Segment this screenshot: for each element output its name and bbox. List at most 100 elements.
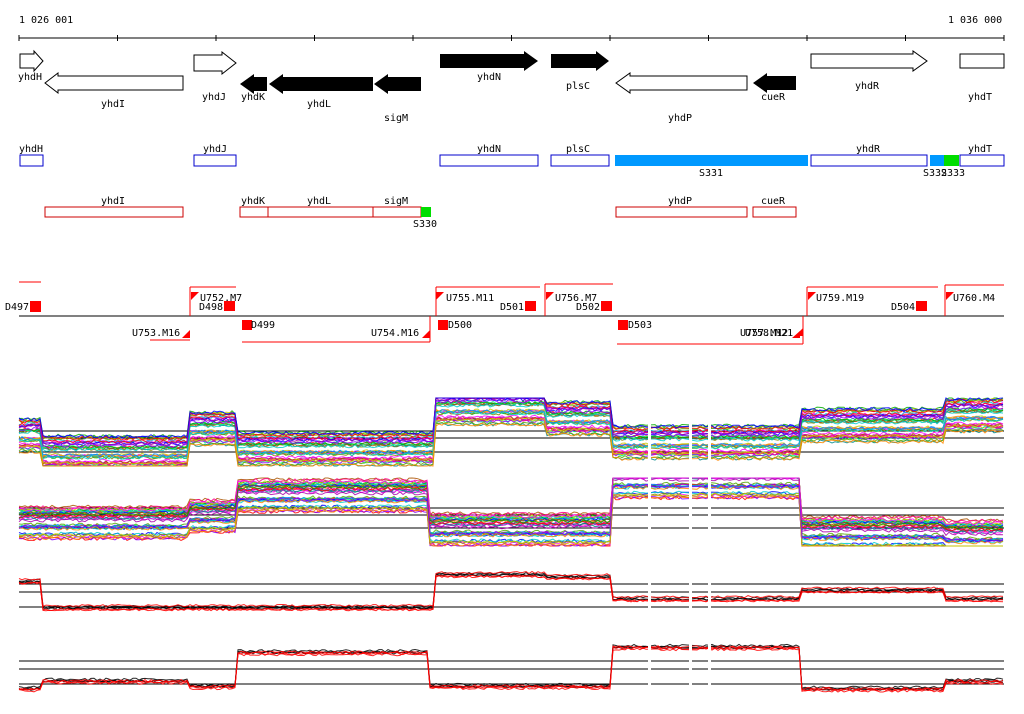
minus-label-yhdL: yhdL — [307, 196, 331, 207]
minus-feature-yhdI[interactable]: yhdI — [44, 196, 184, 218]
plus-feature-yhdT[interactable]: yhdT — [959, 144, 1005, 167]
gene-yhdJ[interactable]: yhdJ — [193, 50, 237, 103]
gene-yhdN[interactable]: yhdN — [440, 51, 538, 83]
minus-label-yhdP: yhdP — [668, 196, 692, 207]
minus-feature-yhdL[interactable]: yhdL — [267, 196, 374, 218]
plus-feature-yhdH[interactable]: yhdH — [19, 144, 44, 167]
marker-D502[interactable]: D502 — [576, 301, 612, 313]
gene-label-yhdH: yhdH — [18, 72, 42, 83]
marker-U759-M19[interactable]: U759.M19 — [808, 292, 864, 304]
minus-feature-sigM[interactable]: sigM — [372, 196, 422, 218]
gene-yhdK[interactable]: yhdK — [240, 74, 267, 103]
gene-track: yhdH yhdI yhdJ yhdK yhdL sigM yhdN plsC — [18, 49, 1005, 124]
marker-label-U756-M7: U756.M7 — [555, 293, 597, 304]
marker-label-D500: D500 — [448, 320, 472, 331]
marker-label-D502: D502 — [576, 302, 600, 313]
plus-strand-track: yhdH yhdJ yhdN plsC S331 yhdR S332 S333 — [19, 144, 1005, 179]
marker-D504[interactable]: D504 — [891, 301, 927, 313]
plus-feature-plsC[interactable]: plsC — [550, 144, 610, 167]
gene-yhdH[interactable]: yhdH — [18, 49, 44, 83]
marker-U758-M21[interactable]: U758.M21 — [745, 328, 800, 339]
minus-feature-yhdP[interactable]: yhdP — [615, 196, 748, 218]
plus-label-S333: S333 — [941, 168, 965, 179]
gene-label-yhdP: yhdP — [668, 113, 692, 124]
gene-label-cueR: cueR — [761, 92, 786, 103]
marker-label-U752-M7: U752.M7 — [200, 293, 242, 304]
minus-strand-track: yhdI yhdK yhdL sigM S330 yhdP cueR — [44, 196, 797, 230]
marker-U753-M16[interactable]: U753.M16 — [132, 328, 190, 339]
coordinate-ruler: 1 026 001 1 036 000 — [18, 15, 1005, 41]
gene-label-yhdN: yhdN — [477, 72, 501, 83]
expression-panel-3 — [18, 568, 1004, 616]
marker-D501[interactable]: D501 — [500, 301, 536, 313]
marker-label-D503: D503 — [628, 320, 652, 331]
gene-label-yhdJ: yhdJ — [202, 92, 226, 103]
plus-label-yhdH: yhdH — [19, 144, 43, 155]
expression-panel-2 — [18, 476, 1004, 548]
gene-label-yhdL: yhdL — [307, 99, 331, 110]
minus-label-sigM: sigM — [384, 196, 408, 207]
gene-label-yhdR: yhdR — [855, 81, 880, 92]
gene-plsC[interactable]: plsC — [551, 51, 609, 92]
minus-label-yhdI: yhdI — [101, 196, 125, 207]
gene-sigM[interactable]: sigM — [374, 74, 421, 124]
marker-label-U754-M16: U754.M16 — [371, 328, 419, 339]
plus-feature-yhdJ[interactable]: yhdJ — [193, 144, 237, 167]
minus-feature-S330[interactable]: S330 — [413, 207, 437, 230]
marker-U756-M7[interactable]: U756.M7 — [546, 292, 597, 304]
marker-D499[interactable]: D499 — [242, 320, 275, 331]
marker-label-D504: D504 — [891, 302, 915, 313]
gene-yhdI[interactable]: yhdI — [44, 71, 184, 110]
marker-U755-M11[interactable]: U755.M11 — [436, 292, 494, 304]
gene-label-sigM: sigM — [384, 113, 408, 124]
marker-label-U755-M11: U755.M11 — [446, 293, 494, 304]
plus-label-yhdT: yhdT — [968, 144, 992, 155]
marker-label-U753-M16: U753.M16 — [132, 328, 180, 339]
plus-feature-yhdN[interactable]: yhdN — [439, 144, 539, 167]
marker-D498[interactable]: D498 — [199, 301, 235, 313]
marker-label-D499: D499 — [251, 320, 275, 331]
gene-yhdP[interactable]: yhdP — [615, 72, 748, 124]
gene-label-plsC: plsC — [566, 81, 590, 92]
plus-label-yhdJ: yhdJ — [203, 144, 227, 155]
marker-label-D497: D497 — [5, 302, 29, 313]
gene-label-yhdK: yhdK — [241, 92, 265, 103]
gene-yhdT[interactable]: yhdT — [959, 53, 1005, 103]
marker-label-U760-M4: U760.M4 — [953, 293, 995, 304]
ruler-start-label: 1 026 001 — [19, 15, 73, 26]
minus-feature-cueR[interactable]: cueR — [752, 196, 797, 218]
plus-feature-S333[interactable]: S333 — [941, 155, 965, 179]
marker-D500[interactable]: D500 — [438, 320, 472, 331]
gene-label-yhdI: yhdI — [101, 99, 125, 110]
minus-label-S330: S330 — [413, 219, 437, 230]
marker-label-U758-M21: U758.M21 — [745, 328, 793, 339]
plus-label-plsC: plsC — [566, 144, 590, 155]
marker-D503[interactable]: D503 — [618, 320, 652, 331]
marker-label-D501: D501 — [500, 302, 524, 313]
plus-label-S331: S331 — [699, 168, 723, 179]
plus-feature-S331[interactable]: S331 — [615, 155, 808, 179]
ruler-end-label: 1 036 000 — [948, 15, 1002, 26]
transcript-marker-track: D497 U752.M7 D498 U753.M16 D499 U754.M16… — [5, 281, 1004, 345]
marker-U760-M4[interactable]: U760.M4 — [946, 292, 995, 304]
gene-yhdL[interactable]: yhdL — [269, 74, 373, 110]
gene-label-yhdT: yhdT — [968, 92, 992, 103]
marker-label-U759-M19: U759.M19 — [816, 293, 864, 304]
plus-feature-S332[interactable]: S332 — [923, 155, 947, 179]
expression-panel-1 — [18, 396, 1004, 468]
minus-label-cueR: cueR — [761, 196, 786, 207]
marker-label-D498: D498 — [199, 302, 223, 313]
gene-yhdR[interactable]: yhdR — [810, 50, 928, 92]
marker-label-U757-M12: U757.M12 — [740, 328, 788, 339]
plus-label-yhdR: yhdR — [856, 144, 881, 155]
plus-label-S332: S332 — [923, 168, 947, 179]
expression-panel-4 — [18, 638, 1004, 694]
minus-feature-yhdK[interactable]: yhdK — [239, 196, 269, 218]
gene-cueR[interactable]: cueR — [753, 73, 796, 103]
marker-U752-M7[interactable]: U752.M7 — [191, 292, 242, 304]
plus-feature-yhdR[interactable]: yhdR — [810, 144, 928, 167]
marker-D497[interactable]: D497 — [5, 301, 41, 313]
plus-label-yhdN: yhdN — [477, 144, 501, 155]
marker-U754-M16[interactable]: U754.M16 — [371, 328, 430, 339]
